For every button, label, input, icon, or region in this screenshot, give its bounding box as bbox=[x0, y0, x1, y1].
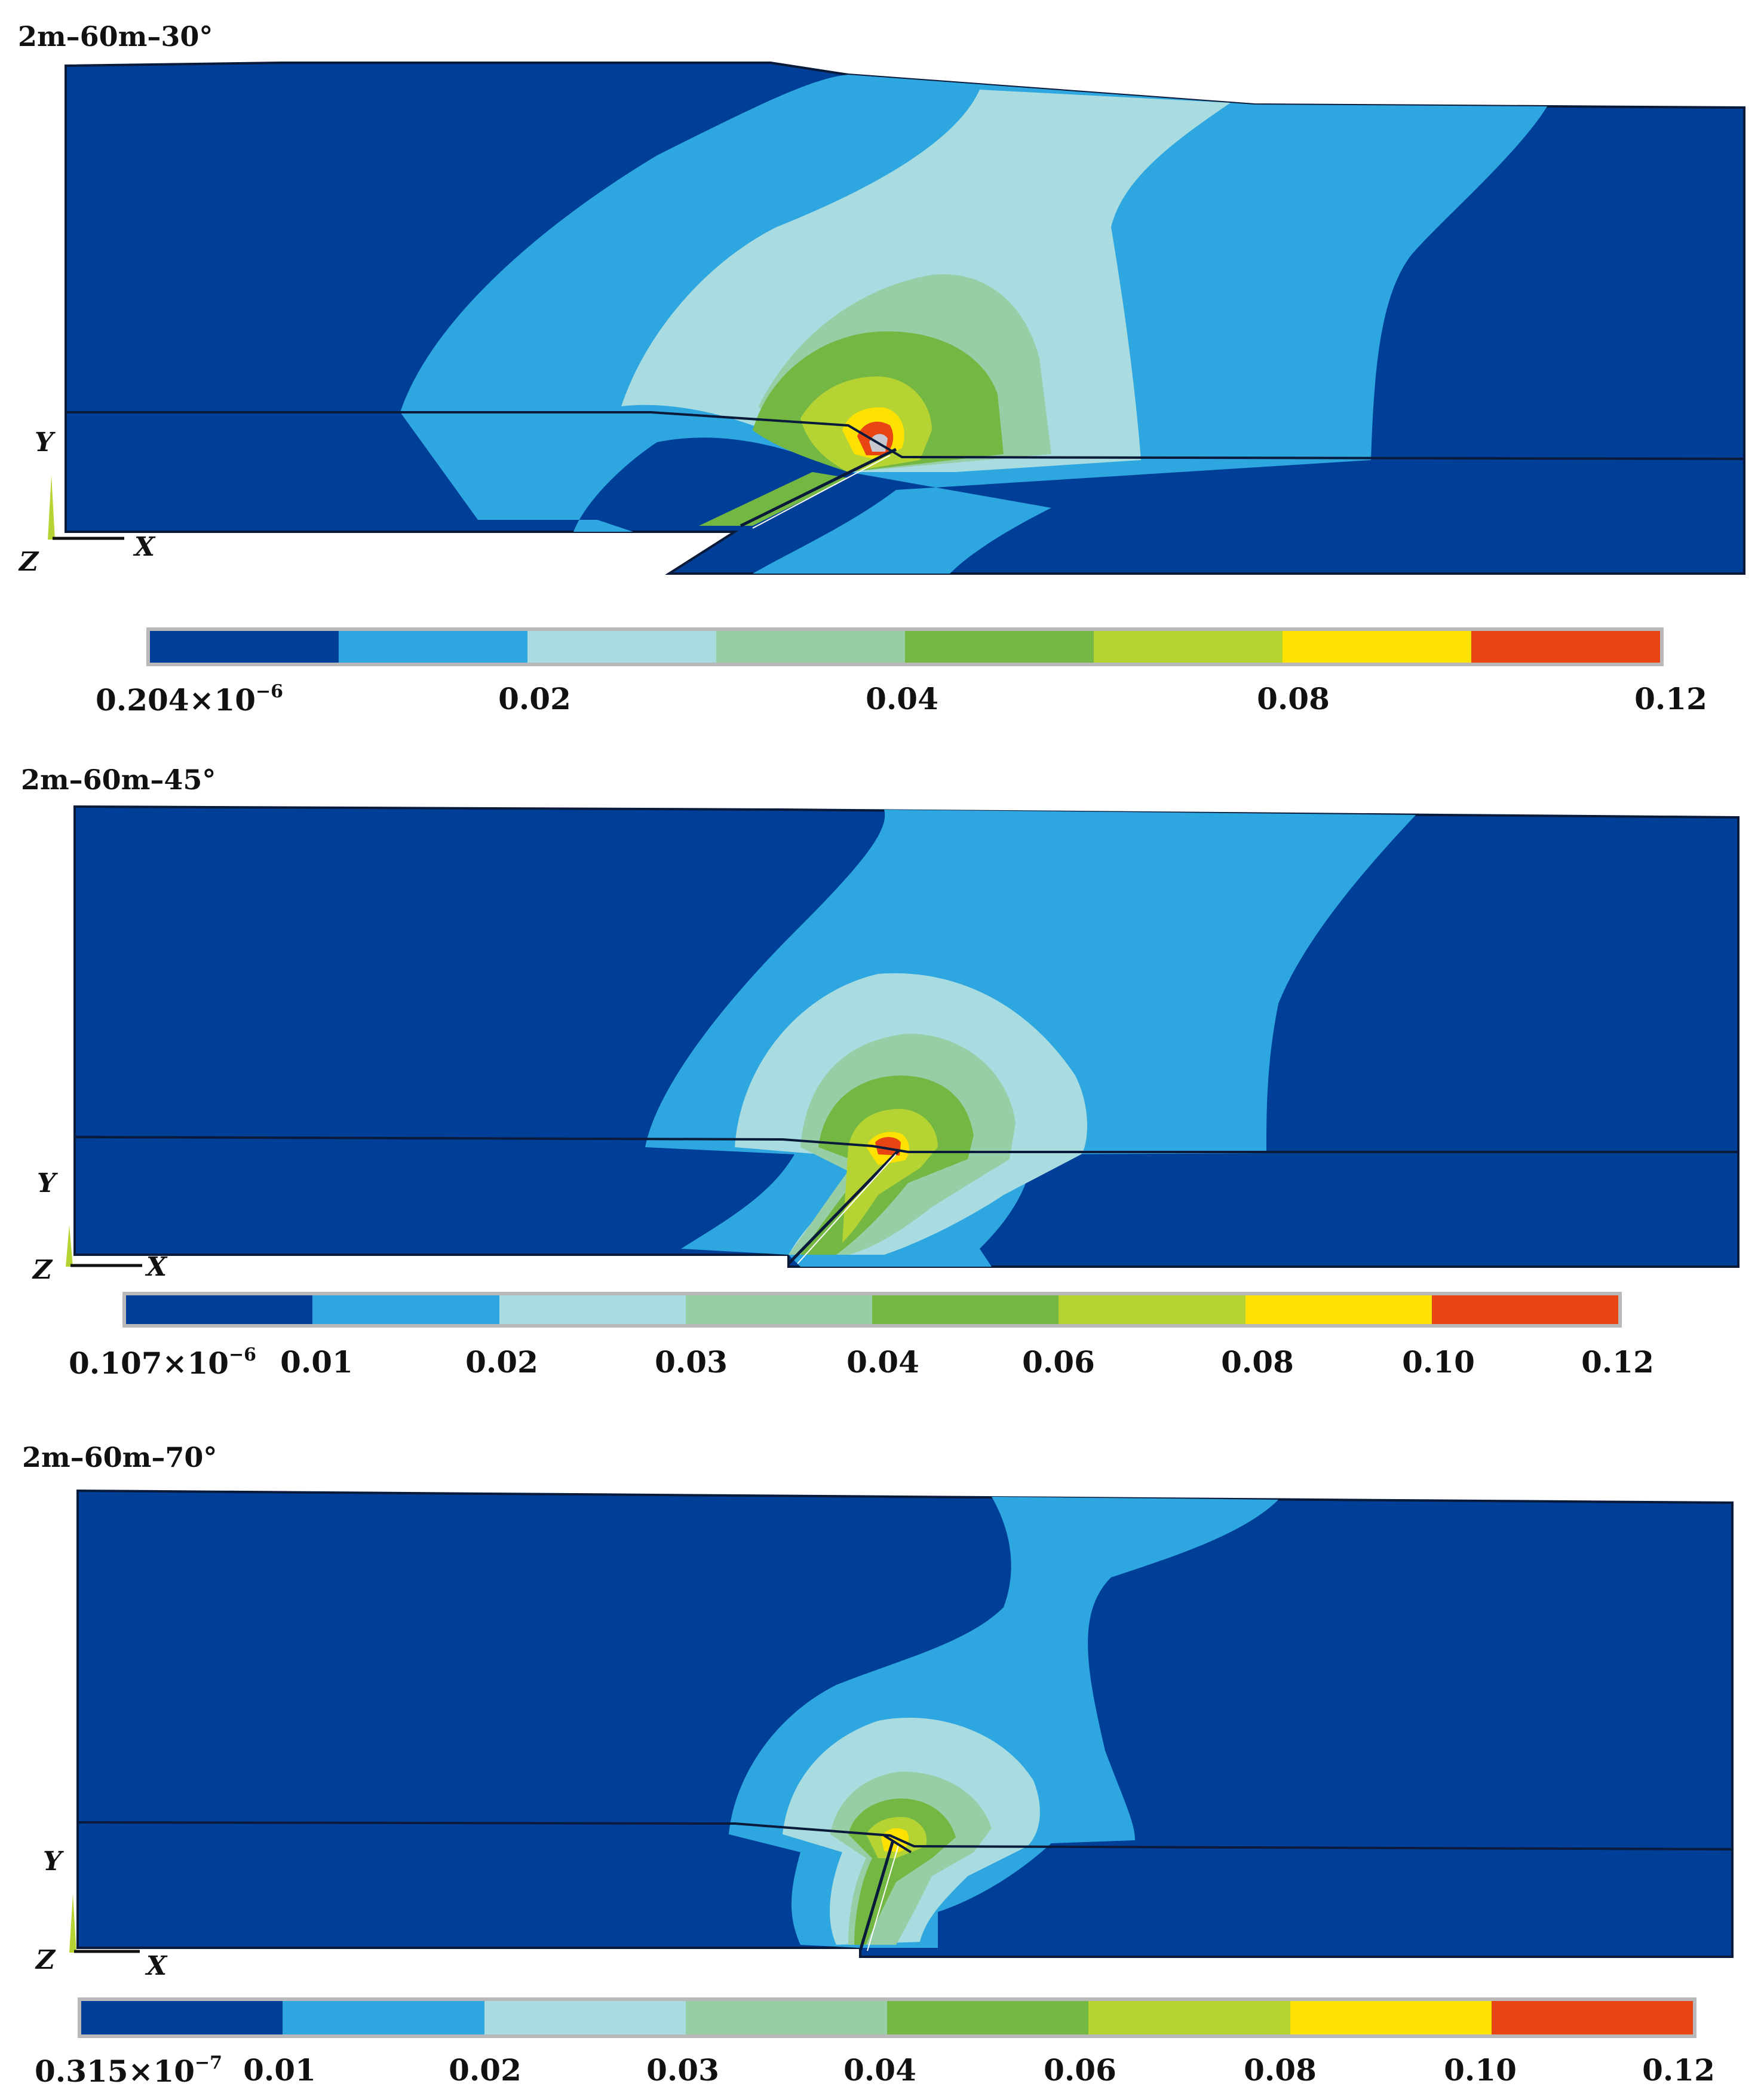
colorbar-segment bbox=[905, 631, 1094, 663]
colorbar-segment bbox=[1290, 2001, 1492, 2034]
panel-1-axis-y-label: Y bbox=[35, 427, 54, 458]
panel-3-tick: 0.08 bbox=[1244, 2052, 1317, 2088]
colorbar-segment bbox=[283, 2001, 484, 2034]
panel-2-contour-plot bbox=[73, 805, 1740, 1268]
panel-2-tick: 0.04 bbox=[846, 1344, 919, 1380]
colorbar-segment bbox=[1245, 1295, 1432, 1324]
panel-3-tick: 0.02 bbox=[449, 2052, 521, 2088]
colorbar-segment bbox=[499, 1295, 686, 1324]
panel-1-crack-inner bbox=[752, 455, 891, 529]
colorbar-segment bbox=[685, 1295, 872, 1324]
panel-1-crack bbox=[740, 448, 897, 528]
panel-2-band-0.06 bbox=[842, 1108, 938, 1243]
colorbar-segment bbox=[1283, 631, 1471, 663]
panel-2-colorbar bbox=[122, 1292, 1622, 1328]
panel-1-colorbar bbox=[146, 627, 1664, 666]
panel-3-axis-y-label: Y bbox=[43, 1846, 62, 1877]
panel-1-axis-z-label: Z bbox=[19, 547, 39, 577]
colorbar-segment bbox=[484, 2001, 686, 2034]
panel-3-tick: 0.01 bbox=[243, 2052, 316, 2088]
panel-2-interface-upper bbox=[74, 1136, 1738, 1153]
panel-2-tick: 0.12 bbox=[1581, 1344, 1654, 1380]
panel-3-axis-x-label: X bbox=[146, 1951, 167, 1981]
panel-1-interface-upper bbox=[66, 411, 1745, 460]
panel-3-tick: 0.10 bbox=[1444, 2052, 1517, 2088]
colorbar-segment bbox=[1431, 1295, 1618, 1324]
colorbar-segment bbox=[1088, 2001, 1290, 2034]
panel-2-tick: 0.01 bbox=[280, 1344, 353, 1380]
colorbar-segment bbox=[1094, 631, 1283, 663]
panel-2-tick: 0.03 bbox=[655, 1344, 728, 1380]
panel-2-axis-triad bbox=[66, 1225, 142, 1267]
panel-3-tick: 0.04 bbox=[843, 2052, 916, 2088]
panel-1-axis-x-label: X bbox=[134, 532, 155, 562]
panel-3-axis-z-label: Z bbox=[36, 1945, 56, 1975]
panel-2-axis-z-label: Z bbox=[33, 1255, 53, 1285]
panel-1-contour-plot bbox=[65, 62, 1745, 575]
panel-3-contour-plot bbox=[76, 1489, 1734, 1958]
panel-2-axis-y-label: Y bbox=[37, 1168, 56, 1199]
panel-1-tick: 0.12 bbox=[1634, 681, 1707, 716]
colorbar-segment bbox=[872, 1295, 1059, 1324]
panel-1-band-0.04-tail bbox=[699, 472, 848, 526]
colorbar-segment bbox=[685, 2001, 887, 2034]
panel-3-interface-upper bbox=[77, 1821, 1733, 1850]
panel-2-tick: 0.10 bbox=[1402, 1344, 1475, 1380]
panel-1-title: 2m–60m–30° bbox=[18, 20, 213, 53]
colorbar-segment bbox=[81, 2001, 283, 2034]
colorbar-segment bbox=[1491, 2001, 1693, 2034]
panel-3-tick: 0.06 bbox=[1044, 2052, 1116, 2088]
panel-2-crack bbox=[787, 1149, 900, 1265]
panel-3-tick: 0.315×10−7 bbox=[35, 2052, 223, 2089]
panel-2-tick: 0.107×10−6 bbox=[69, 1344, 257, 1381]
panel-1-tick: 0.02 bbox=[498, 681, 571, 716]
panel-2-title: 2m–60m–45° bbox=[21, 764, 216, 796]
panel-3-title: 2m–60m–70° bbox=[22, 1441, 217, 1473]
panel-1-tick: 0.04 bbox=[866, 681, 938, 716]
panel-3-colorbar bbox=[78, 1997, 1696, 2038]
panel-2-tick: 0.02 bbox=[465, 1344, 538, 1380]
panel-2-axis-x-label: X bbox=[146, 1252, 167, 1282]
panel-1-tick: 0.204×10−6 bbox=[96, 681, 284, 718]
panel-3-crack-inner bbox=[867, 1843, 900, 1951]
panel-2-band-0.10 bbox=[875, 1137, 901, 1156]
panel-3-axis-triad bbox=[69, 1894, 140, 1953]
panel-2-tick: 0.06 bbox=[1022, 1344, 1095, 1380]
colorbar-segment bbox=[150, 631, 339, 663]
colorbar-segment bbox=[887, 2001, 1089, 2034]
colorbar-segment bbox=[1471, 631, 1660, 663]
colorbar-segment bbox=[527, 631, 716, 663]
panel-1-tick: 0.08 bbox=[1257, 681, 1330, 716]
colorbar-segment bbox=[716, 631, 905, 663]
colorbar-segment bbox=[312, 1295, 499, 1324]
panel-3-tick: 0.12 bbox=[1642, 2052, 1715, 2088]
panel-2-crack-inner bbox=[797, 1154, 897, 1264]
colorbar-segment bbox=[339, 631, 527, 663]
colorbar-segment bbox=[126, 1295, 313, 1324]
panel-3-crack bbox=[858, 1840, 895, 1951]
panel-2-tick: 0.08 bbox=[1221, 1344, 1294, 1380]
panel-3-crack-branch bbox=[883, 1834, 912, 1853]
colorbar-segment bbox=[1059, 1295, 1245, 1324]
panel-3-tick: 0.03 bbox=[646, 2052, 719, 2088]
panel-1-axis-triad bbox=[48, 475, 124, 540]
